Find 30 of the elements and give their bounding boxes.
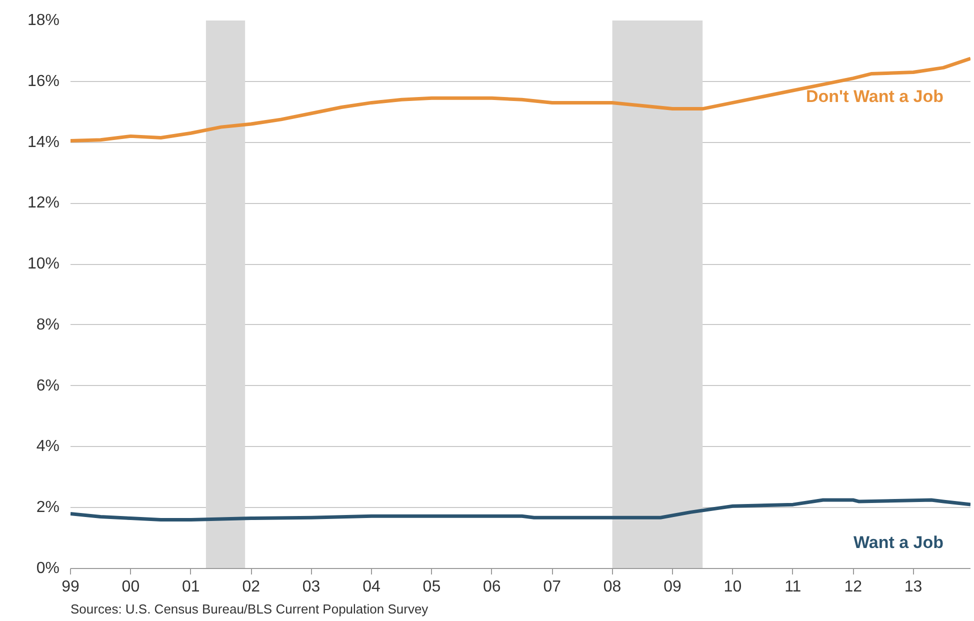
x-tick-label: 13 (904, 578, 922, 596)
x-tick-label: 04 (362, 578, 381, 596)
x-tick-label: 99 (62, 578, 80, 596)
line-series (70, 56, 970, 143)
y-tick-label: 2% (36, 499, 60, 516)
y-tick-label: 0% (36, 560, 60, 577)
y-tick-label: 8% (36, 316, 60, 334)
x-tick-label: 05 (422, 578, 441, 596)
y-tick-label: 16% (27, 72, 60, 90)
y-tick-label: 6% (36, 377, 60, 394)
y-tick-label: 12% (27, 194, 60, 212)
x-tick-label: 12 (844, 578, 862, 596)
series-label: Want a Job (853, 533, 944, 552)
line-series (70, 498, 970, 522)
y-tick-label: 10% (27, 256, 60, 273)
x-tick-label: 11 (784, 578, 802, 596)
x-tick-label: 00 (122, 578, 140, 596)
source-note: Sources: U.S. Census Bureau/BLS Current Population Survey (70, 602, 429, 616)
x-tick-label: 08 (603, 578, 622, 596)
x-tick-label: 06 (483, 578, 501, 596)
series-label: Don't Want a Job (806, 87, 944, 106)
x-tick-label: 01 (182, 578, 200, 596)
x-tick-label: 03 (302, 578, 320, 596)
x-tick-label: 07 (543, 578, 562, 596)
x-tick-label: 09 (664, 578, 682, 596)
y-tick-label: 14% (27, 134, 60, 151)
x-tick-label: 02 (242, 578, 260, 596)
y-tick-label: 18% (27, 12, 60, 29)
y-tick-label: 4% (36, 438, 60, 456)
x-tick-label: 10 (724, 578, 742, 596)
